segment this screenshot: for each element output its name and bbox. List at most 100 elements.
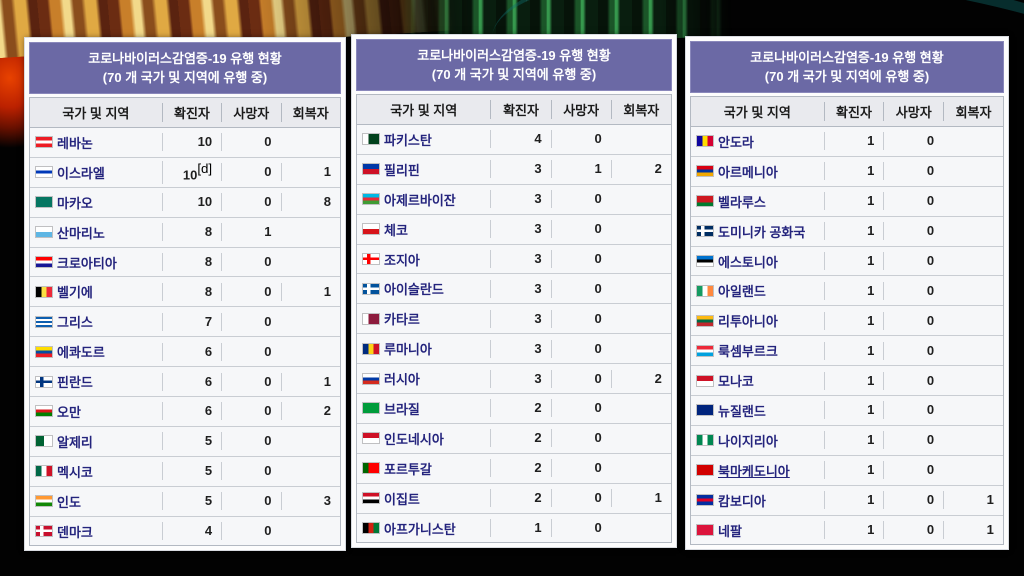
deaths-cell: 0 (883, 162, 943, 181)
country-link[interactable]: 벨기에 (57, 285, 93, 301)
recovered-cell: 3 (280, 492, 340, 511)
confirmed-value: 1 (867, 432, 875, 448)
confirmed-value: 3 (534, 280, 542, 296)
country-link[interactable]: 도미니카 공화국 (718, 224, 806, 240)
confirmed-value: 8 (204, 254, 213, 269)
flag-icon (36, 257, 52, 267)
country-link[interactable]: 아르메니아 (718, 164, 778, 180)
country-link[interactable]: 안도라 (718, 134, 754, 150)
country-link[interactable]: 에콰도르 (57, 345, 105, 361)
country-cell: 나이지리아 (691, 431, 824, 450)
table-row: 안도라 1 0 (691, 127, 1003, 156)
confirmed-value: 10 (197, 134, 213, 150)
country-link[interactable]: 북마케도니아 (718, 463, 790, 479)
table-row: 브라질 2 0 (357, 393, 671, 423)
confirmed-value: 1 (867, 312, 875, 328)
confirmed-value: 1 (867, 372, 875, 388)
country-link[interactable]: 인도 (57, 494, 81, 510)
country-link[interactable]: 크로아티아 (57, 255, 117, 271)
recovered-value: 2 (654, 370, 662, 386)
country-link[interactable]: 아프가니스탄 (384, 521, 456, 537)
country-link[interactable]: 인도네시아 (384, 431, 444, 447)
table-header-row: 국가 및 지역 확진자 사망자 회복자 (356, 94, 672, 125)
country-cell: 벨라루스 (691, 192, 824, 211)
country-link[interactable]: 리투아니아 (718, 314, 778, 330)
country-link[interactable]: 뉴질랜드 (718, 403, 766, 419)
country-link[interactable]: 마카오 (57, 195, 93, 211)
table-row: 캄보디아 1 0 1 (691, 484, 1003, 515)
country-link[interactable]: 오만 (57, 404, 81, 420)
confirmed-cell: 2 (490, 489, 550, 508)
confirmed-value: 3 (534, 161, 542, 177)
recovered-value: 1 (323, 283, 331, 299)
country-link[interactable]: 에스토니아 (718, 254, 778, 270)
country-cell: 그리스 (30, 312, 162, 331)
table-body: 레바논 10 0 이스라엘 10[d] 0 1 마카오 10 0 8 산마리노 8 1 크로아티아 8 0 벨기에… (29, 128, 341, 547)
country-link[interactable]: 이집트 (384, 491, 420, 507)
deaths-cell: 0 (883, 341, 943, 360)
country-link[interactable]: 아일랜드 (718, 284, 766, 300)
deaths-value: 0 (264, 343, 272, 359)
country-link[interactable]: 필리핀 (384, 162, 420, 178)
country-link[interactable]: 멕시코 (57, 464, 93, 480)
country-cell: 핀란드 (30, 372, 162, 391)
deaths-cell: 0 (221, 163, 280, 182)
table-row: 파키스탄 4 0 (357, 125, 671, 154)
deaths-cell: 0 (883, 491, 943, 510)
flag-icon (36, 496, 52, 507)
country-cell: 에콰도르 (30, 342, 162, 361)
deaths-value: 0 (594, 251, 602, 266)
country-link[interactable]: 러시아 (384, 372, 420, 388)
country-link[interactable]: 룩셈부르크 (718, 344, 778, 360)
country-link[interactable]: 네팔 (718, 523, 742, 539)
country-link[interactable]: 조지아 (384, 252, 420, 268)
table-body: 안도라 1 0 아르메니아 1 0 벨라루스 1 0 도미니카 공화국 1 0 에스토니아 1 0 아일랜드 1… (690, 127, 1004, 546)
footnote-marker[interactable]: [d] (197, 160, 213, 176)
country-link[interactable]: 나이지리아 (718, 433, 778, 449)
country-link[interactable]: 이스라엘 (57, 165, 105, 181)
flag-icon (697, 375, 713, 386)
country-link[interactable]: 파키스탄 (384, 132, 432, 148)
country-link[interactable]: 아제르바이잔 (384, 192, 456, 208)
country-cell: 안도라 (691, 132, 824, 151)
country-link[interactable]: 덴마크 (57, 524, 93, 540)
deaths-value: 0 (594, 131, 602, 147)
country-link[interactable]: 브라질 (384, 401, 420, 417)
country-link[interactable]: 핀란드 (57, 375, 93, 391)
country-link[interactable]: 모나코 (718, 374, 754, 390)
country-link[interactable]: 그리스 (57, 315, 93, 331)
country-link[interactable]: 아이슬란드 (384, 282, 444, 298)
country-cell: 카타르 (357, 309, 490, 328)
table-row: 모나코 1 0 (691, 365, 1003, 396)
confirmed-cell: 2 (490, 459, 550, 478)
recovered-cell: 2 (280, 402, 340, 421)
deaths-value: 0 (264, 403, 272, 419)
recovered-cell: 1 (280, 372, 340, 391)
country-link[interactable]: 포르투갈 (384, 461, 432, 477)
deaths-cell: 0 (550, 429, 611, 448)
country-link[interactable]: 레바논 (57, 135, 93, 151)
confirmed-value: 6 (204, 373, 213, 389)
table-body: 파키스탄 4 0 필리핀 3 1 2 아제르바이잔 3 0 체코 3 0 조지아 3 0 아이슬란드 3 0 카타르 3… (356, 125, 672, 544)
country-cell: 아프가니스탄 (357, 519, 490, 538)
table-row: 포르투갈 2 0 (357, 452, 671, 483)
country-link[interactable]: 알제리 (57, 434, 93, 450)
confirmed-value: 3 (534, 340, 542, 356)
country-cell: 인도 (30, 492, 162, 511)
country-cell: 필리핀 (357, 160, 490, 179)
country-link[interactable]: 루마니아 (384, 342, 432, 358)
table-row: 아이슬란드 3 0 (357, 273, 671, 304)
table-row: 오만 6 0 2 (30, 396, 340, 426)
deaths-value: 0 (264, 254, 272, 269)
flag-icon (363, 224, 379, 235)
flag-icon (363, 403, 379, 414)
country-link[interactable]: 체코 (384, 222, 408, 238)
deaths-value: 0 (264, 164, 272, 180)
country-link[interactable]: 산마리노 (57, 225, 105, 241)
confirmed-cell: 2 (490, 429, 550, 448)
country-link[interactable]: 벨라루스 (718, 194, 766, 210)
deaths-value: 0 (594, 221, 602, 237)
country-link[interactable]: 카타르 (384, 312, 420, 328)
table-row: 뉴질랜드 1 0 (691, 395, 1003, 425)
country-link[interactable]: 캄보디아 (718, 493, 766, 509)
